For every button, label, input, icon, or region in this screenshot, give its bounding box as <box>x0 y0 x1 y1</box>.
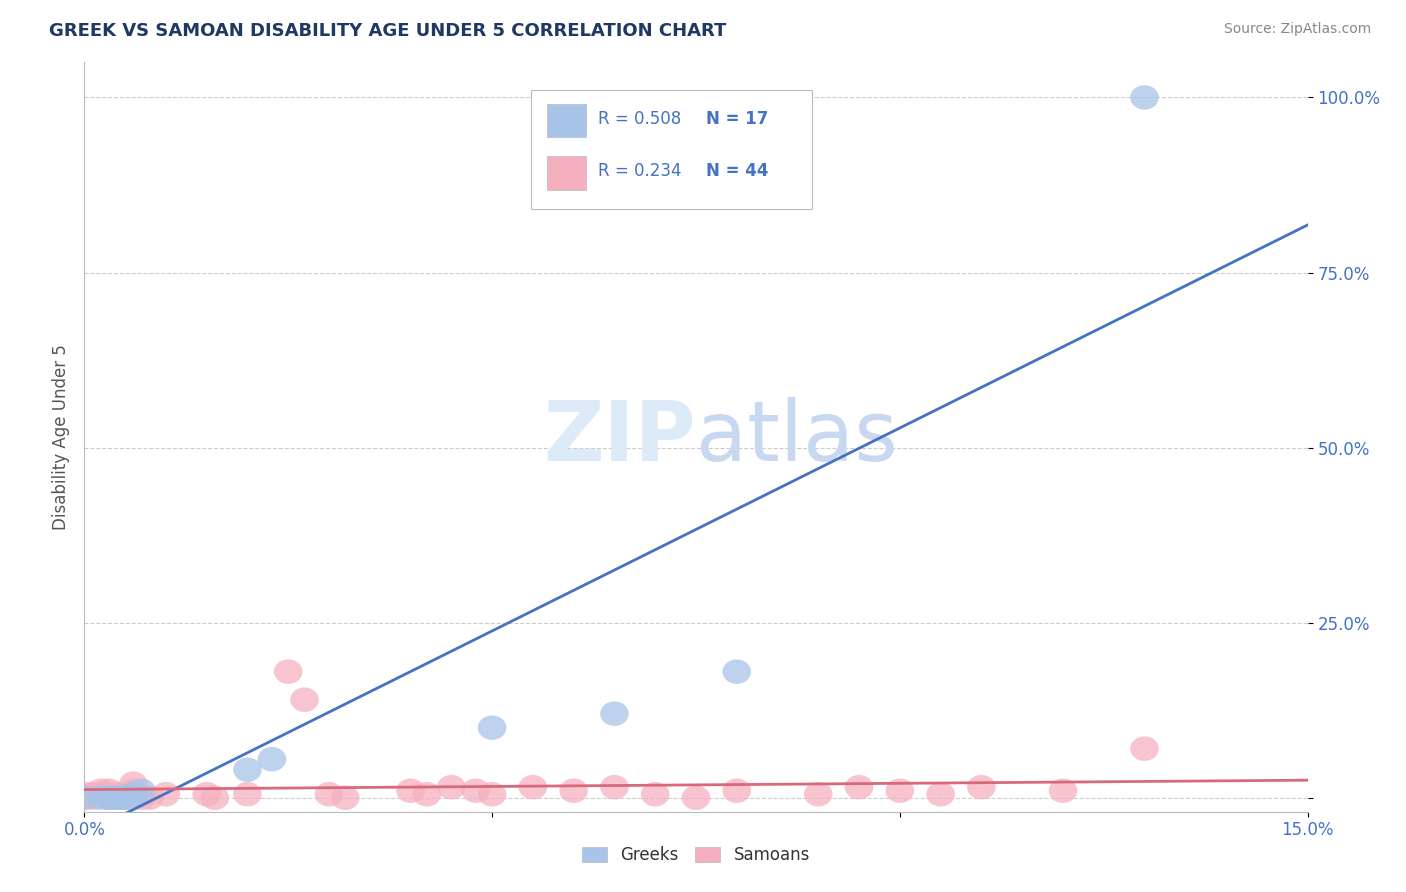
Ellipse shape <box>478 782 506 806</box>
Ellipse shape <box>315 782 343 806</box>
Ellipse shape <box>804 782 832 806</box>
Ellipse shape <box>201 786 229 810</box>
Ellipse shape <box>70 786 98 810</box>
Ellipse shape <box>103 782 131 806</box>
Text: Source: ZipAtlas.com: Source: ZipAtlas.com <box>1223 22 1371 37</box>
Ellipse shape <box>412 782 441 806</box>
Bar <box>547 103 586 137</box>
Ellipse shape <box>723 779 751 803</box>
Ellipse shape <box>86 786 115 810</box>
Ellipse shape <box>461 779 491 803</box>
Y-axis label: Disability Age Under 5: Disability Age Under 5 <box>52 344 70 530</box>
Ellipse shape <box>330 786 360 810</box>
Ellipse shape <box>193 782 221 806</box>
Ellipse shape <box>641 782 669 806</box>
Ellipse shape <box>120 779 148 803</box>
Text: N = 17: N = 17 <box>706 110 768 128</box>
Ellipse shape <box>94 779 124 803</box>
Ellipse shape <box>120 772 148 796</box>
Ellipse shape <box>86 782 115 806</box>
Ellipse shape <box>111 786 139 810</box>
Ellipse shape <box>127 779 156 803</box>
Text: R = 0.234: R = 0.234 <box>598 162 682 180</box>
Ellipse shape <box>723 659 751 684</box>
Text: ZIP: ZIP <box>544 397 696 477</box>
Ellipse shape <box>519 775 547 799</box>
Ellipse shape <box>70 786 98 810</box>
Bar <box>547 156 586 190</box>
Ellipse shape <box>967 775 995 799</box>
Text: atlas: atlas <box>696 397 897 477</box>
Ellipse shape <box>396 779 425 803</box>
Ellipse shape <box>120 782 148 806</box>
Ellipse shape <box>127 786 156 810</box>
Ellipse shape <box>290 688 319 712</box>
Ellipse shape <box>560 779 588 803</box>
Ellipse shape <box>886 779 914 803</box>
Ellipse shape <box>233 757 262 782</box>
Ellipse shape <box>1130 86 1159 110</box>
Ellipse shape <box>103 786 131 810</box>
Ellipse shape <box>233 782 262 806</box>
Text: GREEK VS SAMOAN DISABILITY AGE UNDER 5 CORRELATION CHART: GREEK VS SAMOAN DISABILITY AGE UNDER 5 C… <box>49 22 727 40</box>
Ellipse shape <box>103 786 131 810</box>
Ellipse shape <box>274 659 302 684</box>
Text: N = 44: N = 44 <box>706 162 768 180</box>
Ellipse shape <box>437 775 465 799</box>
Ellipse shape <box>600 701 628 726</box>
Ellipse shape <box>79 786 107 810</box>
Ellipse shape <box>600 775 628 799</box>
Ellipse shape <box>70 782 98 806</box>
Ellipse shape <box>845 775 873 799</box>
FancyBboxPatch shape <box>531 90 813 209</box>
Ellipse shape <box>1130 737 1159 761</box>
Ellipse shape <box>94 786 124 810</box>
Ellipse shape <box>86 779 115 803</box>
Ellipse shape <box>111 782 139 806</box>
Ellipse shape <box>111 786 139 810</box>
Ellipse shape <box>94 786 124 810</box>
Ellipse shape <box>682 786 710 810</box>
Ellipse shape <box>257 747 287 772</box>
Ellipse shape <box>478 715 506 740</box>
Ellipse shape <box>135 786 165 810</box>
Ellipse shape <box>120 782 148 806</box>
Ellipse shape <box>120 782 148 806</box>
Legend: Greeks, Samoans: Greeks, Samoans <box>575 839 817 871</box>
Ellipse shape <box>79 782 107 806</box>
Ellipse shape <box>927 782 955 806</box>
Ellipse shape <box>94 782 124 806</box>
Ellipse shape <box>103 786 131 810</box>
Ellipse shape <box>152 782 180 806</box>
Ellipse shape <box>94 786 124 810</box>
Ellipse shape <box>111 786 139 810</box>
Text: R = 0.508: R = 0.508 <box>598 110 682 128</box>
Ellipse shape <box>1049 779 1077 803</box>
